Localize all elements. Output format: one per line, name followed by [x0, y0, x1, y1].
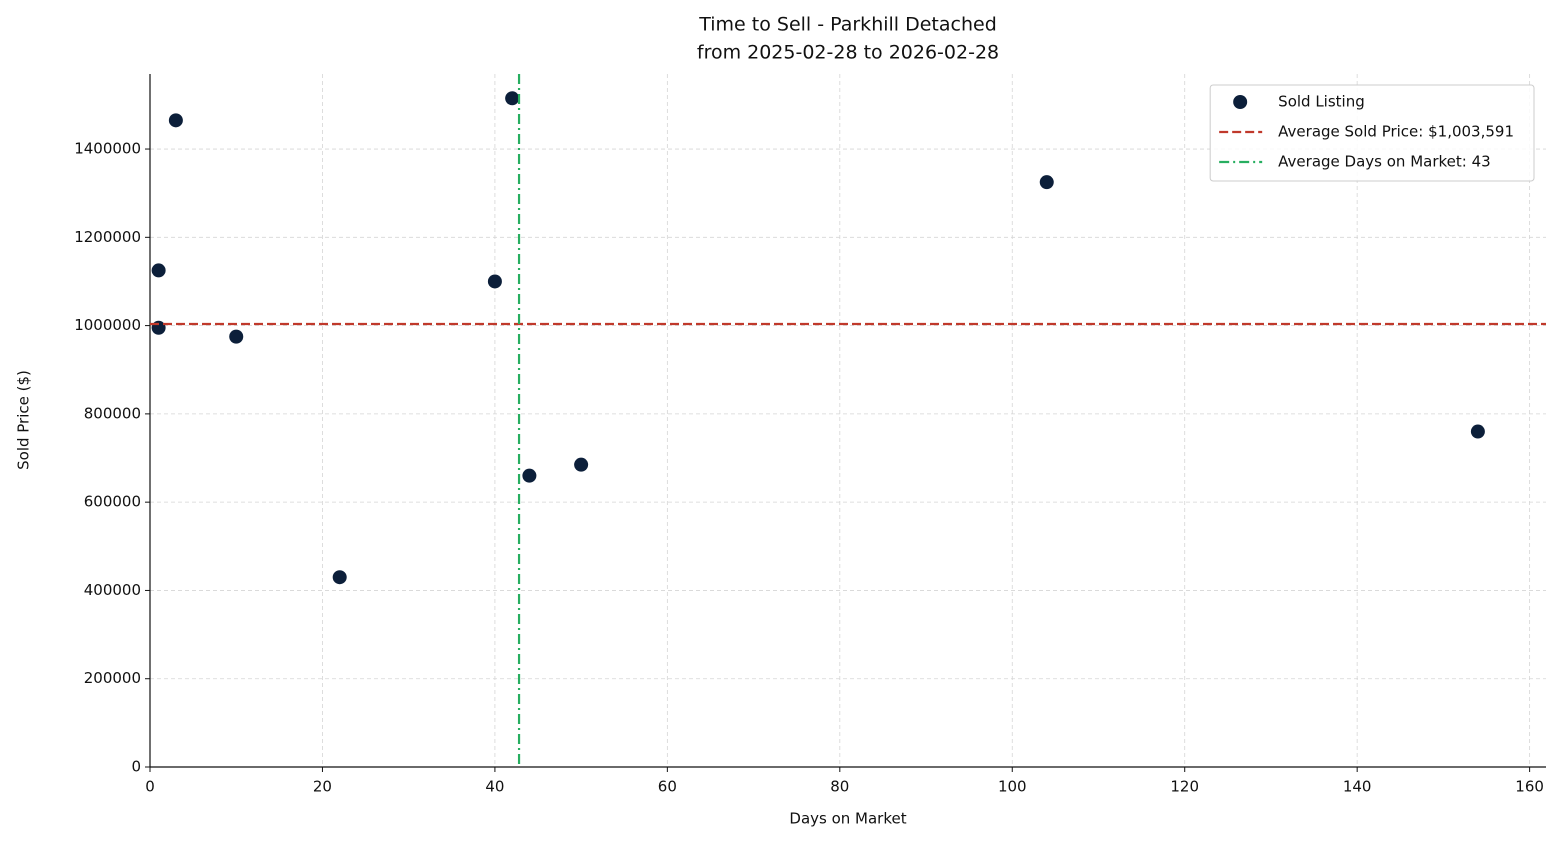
y-tick-label: 400000	[84, 581, 141, 599]
legend-marker	[1233, 95, 1248, 109]
y-tick-label: 600000	[84, 493, 141, 511]
x-tick-label: 100	[998, 778, 1027, 796]
y-tick-label: 200000	[84, 669, 141, 687]
scatter-point	[574, 457, 589, 472]
scatter-point	[332, 570, 347, 585]
x-tick-label: 120	[1170, 778, 1199, 796]
scatter-point	[151, 263, 166, 278]
scatter-point	[1470, 424, 1485, 439]
legend-label: Average Days on Market: 43	[1278, 153, 1491, 171]
y-tick-label: 800000	[84, 404, 141, 422]
chart-subtitle: from 2025-02-28 to 2026-02-28	[697, 42, 999, 64]
y-tick-label: 0	[131, 758, 141, 776]
y-tick-label: 1200000	[74, 228, 141, 246]
y-tick-label: 1000000	[74, 316, 141, 334]
scatter-point	[151, 320, 166, 335]
x-tick-label: 160	[1515, 778, 1544, 796]
scatter-point	[487, 274, 502, 289]
x-tick-label: 40	[485, 778, 504, 796]
legend-label: Sold Listing	[1278, 93, 1365, 111]
y-axis-label: Sold Price ($)	[15, 370, 33, 470]
scatter-point	[229, 329, 244, 344]
x-tick-label: 140	[1343, 778, 1372, 796]
legend: Sold Listing Average Sold Price: $1,003,5…	[1209, 84, 1535, 182]
legend-box	[1209, 84, 1535, 182]
x-tick-label: 80	[830, 778, 849, 796]
chart-title: Time to Sell - Parkhill Detached	[698, 14, 997, 36]
legend-label: Average Sold Price: $1,003,591	[1278, 123, 1514, 141]
y-tick-label: 1400000	[74, 140, 141, 158]
x-tick-label: 60	[658, 778, 677, 796]
scatter-point	[505, 91, 520, 106]
x-axis-label: Days on Market	[789, 810, 906, 828]
x-tick-label: 20	[313, 778, 332, 796]
x-tick-label: 0	[145, 778, 155, 796]
scatter-point	[522, 468, 537, 483]
scatter-point	[1039, 175, 1054, 190]
scatter-point	[168, 113, 183, 128]
